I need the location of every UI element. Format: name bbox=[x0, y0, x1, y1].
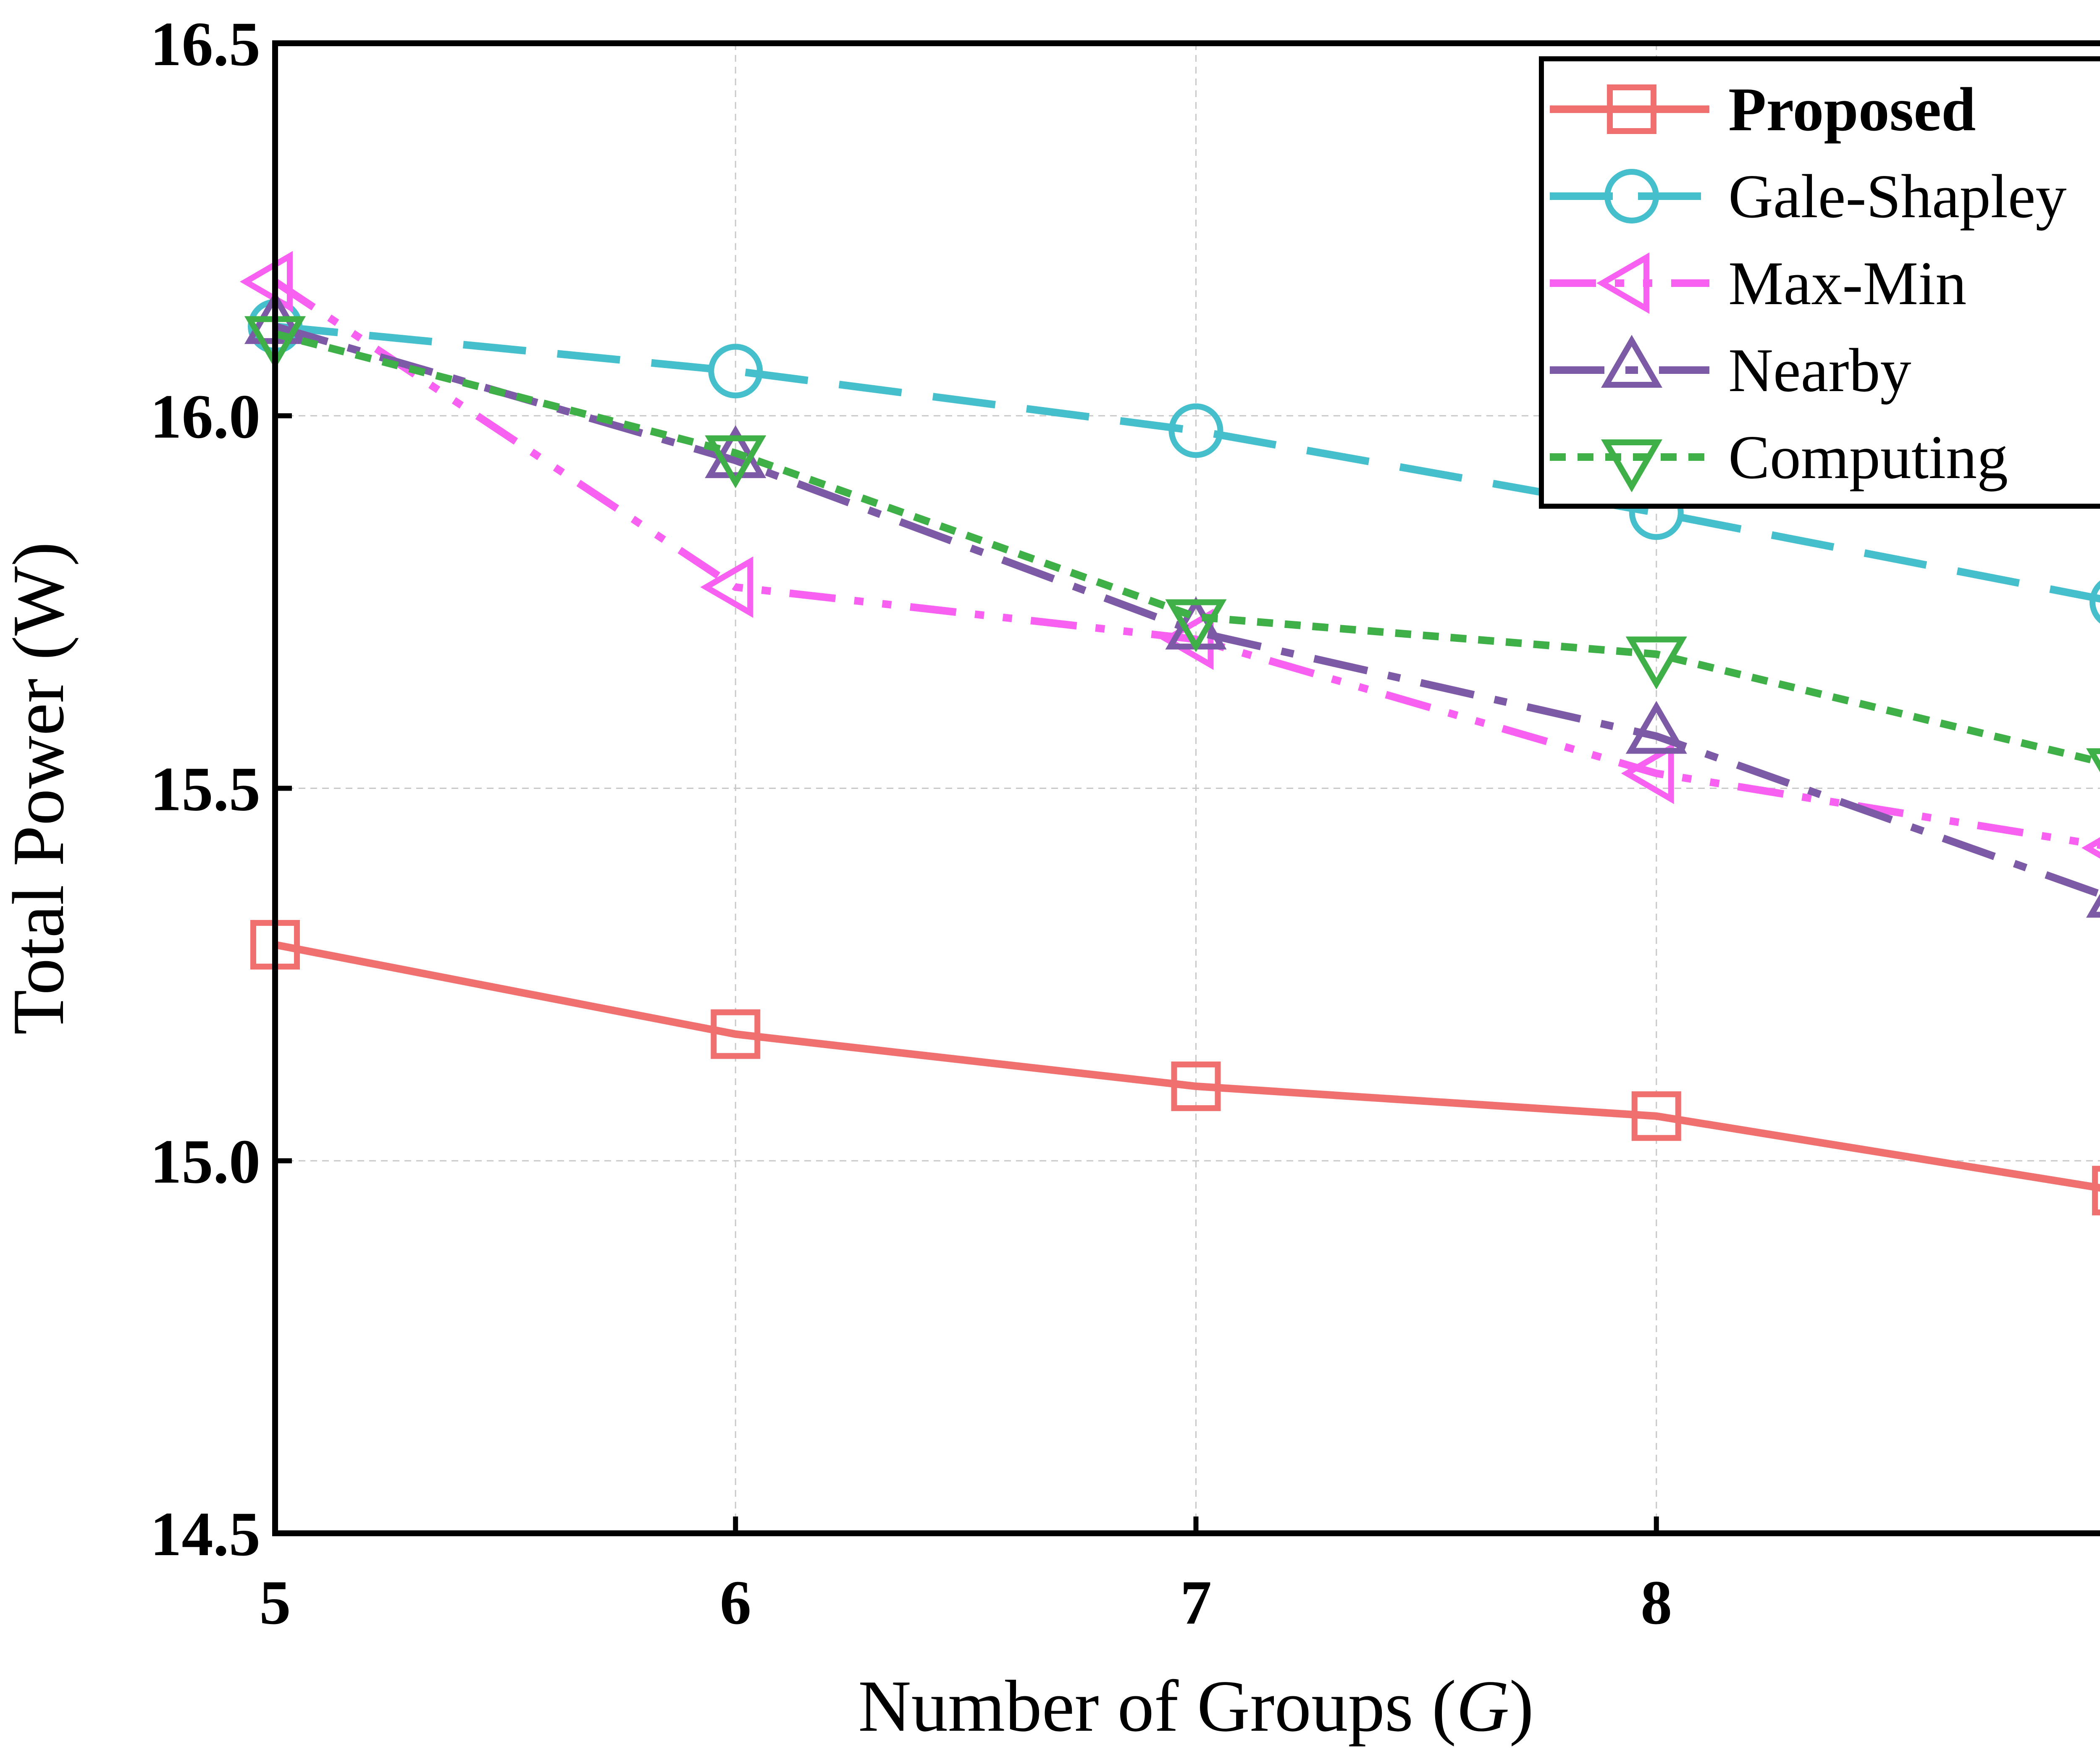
legend-marker-proposed bbox=[1607, 84, 1656, 134]
series-line-proposed bbox=[274, 941, 2100, 1192]
data-point-computing bbox=[1625, 636, 1687, 690]
x-axis-label-end: ) bbox=[1509, 1665, 1534, 1747]
data-point-max-min bbox=[700, 556, 753, 618]
legend-entry-proposed: Proposed bbox=[1550, 75, 1976, 144]
legend-entry-max-min: Max-Min bbox=[1550, 249, 1966, 318]
data-point-proposed bbox=[1171, 1061, 1221, 1111]
legend-marker-nearby bbox=[1601, 335, 1663, 388]
data-point-max-min bbox=[1621, 742, 1674, 804]
series-line-max-min bbox=[273, 279, 2100, 849]
data-point-max-min bbox=[240, 251, 293, 313]
data-point-gale-shapley bbox=[2090, 580, 2100, 624]
legend-marker-gale-shapley bbox=[1604, 169, 1659, 223]
legend-label-computing: Computing bbox=[1728, 423, 2008, 492]
data-point-proposed bbox=[2092, 1166, 2100, 1216]
y-tick-label: 15.5 bbox=[150, 754, 261, 824]
x-tick-label: 8 bbox=[1641, 1568, 1672, 1637]
x-axis-label: Number of Groups (G) bbox=[858, 1665, 1534, 1747]
y-tick-label: 15.0 bbox=[150, 1127, 261, 1196]
y-tick-label: 14.5 bbox=[150, 1499, 261, 1569]
data-point-computing bbox=[1165, 599, 1227, 652]
legend: Proposed Gale-Shapley Max-Min Nearby Computi… bbox=[1539, 56, 2100, 509]
legend-marker-computing bbox=[1601, 439, 1663, 492]
data-point-nearby bbox=[705, 425, 766, 478]
legend-entry-computing: Computing bbox=[1550, 423, 2008, 492]
series-line-nearby bbox=[274, 323, 2100, 898]
y-tick-label: 16.0 bbox=[150, 382, 261, 452]
legend-label-max-min: Max-Min bbox=[1728, 249, 1966, 318]
y-tick-label: 16.5 bbox=[150, 9, 261, 79]
x-tick-label: 7 bbox=[1180, 1568, 1212, 1637]
series-line-gale-shapley bbox=[275, 322, 2100, 603]
data-point-gale-shapley bbox=[1168, 403, 1223, 458]
legend-label-nearby: Nearby bbox=[1728, 336, 1911, 405]
series-max-min bbox=[240, 251, 2100, 859]
series-line-computing bbox=[274, 330, 2100, 766]
legend-marker-max-min bbox=[1596, 252, 1649, 314]
data-point-nearby bbox=[1625, 701, 1687, 754]
data-point-proposed bbox=[1631, 1091, 1681, 1141]
x-axis-label-variable: G bbox=[1456, 1665, 1509, 1747]
y-axis-label: Total Power (W) bbox=[0, 542, 79, 1035]
x-tick-label: 5 bbox=[260, 1568, 291, 1637]
legend-label-gale-shapley: Gale-Shapley bbox=[1728, 162, 2066, 231]
data-point-proposed bbox=[711, 1009, 761, 1059]
legend-entry-nearby: Nearby bbox=[1550, 335, 1911, 405]
data-point-computing bbox=[705, 435, 766, 489]
legend-label-proposed: Proposed bbox=[1728, 75, 1976, 144]
axis-ticks: 5678914.515.015.516.016.5 bbox=[150, 9, 1672, 1637]
x-tick-label: 6 bbox=[720, 1568, 751, 1637]
data-point-max-min bbox=[1160, 608, 1214, 670]
data-point-gale-shapley bbox=[708, 344, 763, 399]
legend-entry-gale-shapley: Gale-Shapley bbox=[1550, 162, 2066, 231]
x-axis-label-text: Number of Groups ( bbox=[858, 1665, 1456, 1747]
